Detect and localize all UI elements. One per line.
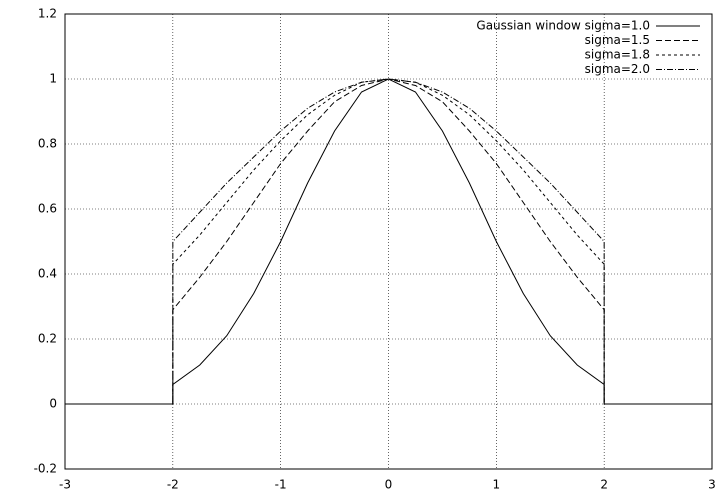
y-tick-label: 1.2 xyxy=(38,7,57,21)
x-tick-label: -2 xyxy=(167,478,179,492)
series-line xyxy=(65,78,712,405)
legend-label: sigma=1.5 xyxy=(585,33,650,47)
series-line xyxy=(65,78,712,405)
x-tick-label: 0 xyxy=(385,478,393,492)
legend-label: sigma=1.8 xyxy=(585,48,650,62)
series-line xyxy=(65,78,712,405)
series-line xyxy=(65,78,712,405)
x-tick-label: -1 xyxy=(275,478,287,492)
y-tick-label: 0.4 xyxy=(38,267,57,281)
x-tick-label: 3 xyxy=(708,478,716,492)
y-tick-label: 1 xyxy=(49,72,57,86)
x-tick-label: 2 xyxy=(600,478,608,492)
x-tick-label: 1 xyxy=(493,478,501,492)
legend-label: sigma=2.0 xyxy=(585,62,650,76)
y-tick-label: 0.6 xyxy=(38,202,57,216)
y-tick-label: 0 xyxy=(49,397,57,411)
x-tick-label: -3 xyxy=(59,478,71,492)
y-tick-label: 0.2 xyxy=(38,332,57,346)
legend-label: Gaussian window sigma=1.0 xyxy=(476,19,650,33)
y-tick-label: 0.8 xyxy=(38,137,57,151)
plot-frame xyxy=(64,13,713,470)
y-tick-label: -0.2 xyxy=(34,462,57,476)
